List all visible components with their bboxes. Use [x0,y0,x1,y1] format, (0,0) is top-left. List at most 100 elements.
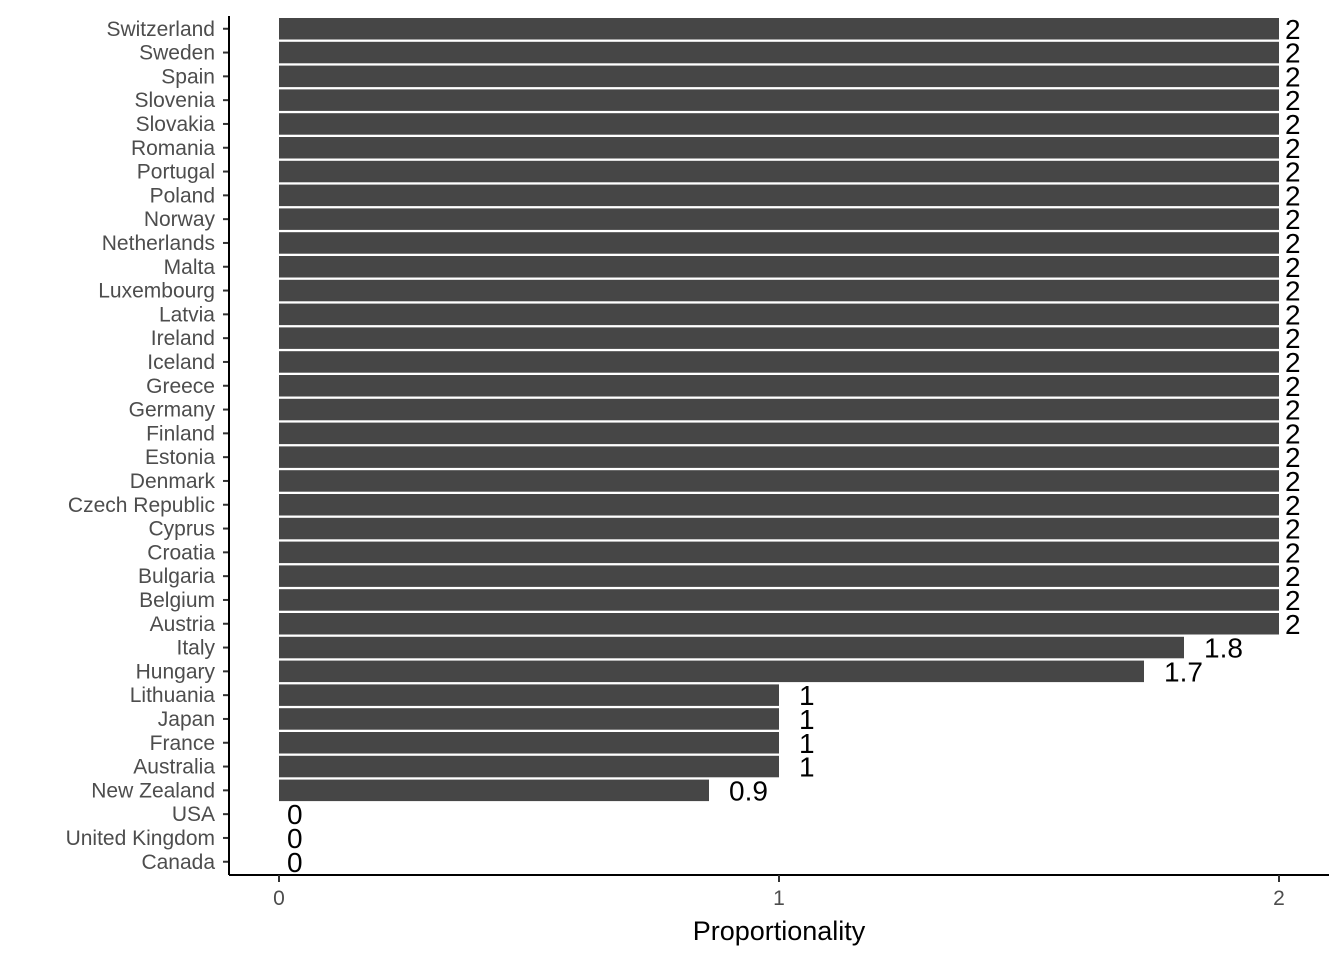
bar-switzerland [279,18,1279,40]
data-label: 2 [1285,347,1301,378]
data-label: 2 [1285,180,1301,211]
data-labels-group: 222222222222222222222222221.81.711110.90… [287,14,1301,878]
data-label: 2 [1285,109,1301,140]
bar-slovenia [279,89,1279,111]
bar-denmark [279,470,1279,492]
bar-germany [279,398,1279,421]
data-label: 2 [1285,85,1301,116]
bar-netherlands [279,232,1279,254]
data-label: 1.7 [1164,656,1203,687]
category-label: Czech Republic [68,494,215,517]
category-label: Netherlands [102,232,215,255]
y-axis: SwitzerlandSwedenSpainSloveniaSlovakiaRo… [66,16,230,875]
data-label: 0 [287,823,303,854]
category-label: United Kingdom [66,827,215,850]
data-label: 2 [1285,157,1301,188]
data-label: 0 [287,847,303,878]
data-label: 2 [1285,537,1301,568]
data-label: 2 [1285,609,1301,640]
bar-france [279,732,779,754]
data-label: 2 [1285,133,1301,164]
category-label: France [150,732,215,755]
category-label: Latvia [159,303,215,326]
data-label: 1 [799,704,815,735]
category-label: Portugal [137,161,215,184]
bar-norway [279,208,1279,230]
category-label: Austria [150,613,216,636]
bar-italy [279,636,1184,659]
bar-lithuania [279,684,779,706]
data-label: 2 [1285,204,1301,235]
category-label: Germany [129,399,216,422]
bar-luxembourg [279,279,1279,302]
bar-cyprus [279,517,1279,540]
data-label: 2 [1285,14,1301,45]
x-tick-label: 0 [273,887,285,910]
bar-iceland [279,351,1279,373]
data-label: 2 [1285,252,1301,283]
data-label: 2 [1285,466,1301,497]
category-label: Croatia [147,541,215,564]
category-label: Slovenia [134,89,215,112]
category-label: Australia [133,756,215,779]
category-label: Sweden [139,42,215,65]
category-label: Bulgaria [138,565,215,588]
category-label: Romania [131,137,215,160]
category-label: Luxembourg [98,280,215,303]
category-label: USA [172,803,215,826]
data-label: 0 [287,799,303,830]
data-label: 2 [1285,276,1301,307]
category-label: Norway [144,208,216,231]
bars-group [279,18,1279,802]
data-label: 2 [1285,61,1301,92]
x-tick-label: 1 [773,887,785,910]
data-label: 2 [1285,561,1301,592]
data-label: 2 [1285,395,1301,426]
category-label: Cyprus [148,518,215,541]
data-label: 2 [1285,418,1301,449]
bar-australia [279,755,779,778]
category-label: Switzerland [106,18,215,41]
bar-belgium [279,589,1279,611]
x-tick-label: 2 [1273,887,1285,910]
bar-bulgaria [279,565,1279,587]
bar-new-zealand [279,779,709,802]
bar-czech-republic [279,494,1279,516]
bar-malta [279,256,1279,278]
category-label: Hungary [136,660,216,683]
data-label: 2 [1285,38,1301,69]
category-label: Belgium [139,589,215,612]
bar-greece [279,375,1279,397]
bar-estonia [279,446,1279,468]
category-label: Denmark [130,470,216,493]
category-label: Lithuania [130,684,216,707]
bar-finland [279,422,1279,445]
bar-austria [279,613,1279,635]
data-label: 2 [1285,514,1301,545]
category-label: Poland [150,184,215,207]
category-label: Estonia [145,446,215,469]
bar-portugal [279,160,1279,183]
x-axis-title: Proportionality [693,916,866,946]
category-label: Finland [146,422,215,445]
data-label: 2 [1285,299,1301,330]
data-label: 1.8 [1204,633,1243,664]
category-label: Spain [161,65,215,88]
category-label: Italy [176,637,215,660]
bar-croatia [279,541,1279,564]
data-label: 2 [1285,490,1301,521]
bar-slovakia [279,113,1279,135]
category-label: Slovakia [136,113,216,136]
bar-hungary [279,660,1144,683]
data-label: 2 [1285,323,1301,354]
category-label: Malta [164,256,216,279]
bar-japan [279,708,779,730]
category-label: New Zealand [91,779,215,802]
bar-romania [279,137,1279,159]
category-label: Ireland [151,327,215,350]
x-axis: 0 1 2 [229,874,1329,910]
category-label: Canada [141,851,215,874]
data-label: 0.9 [729,775,768,806]
category-label: Japan [158,708,215,731]
